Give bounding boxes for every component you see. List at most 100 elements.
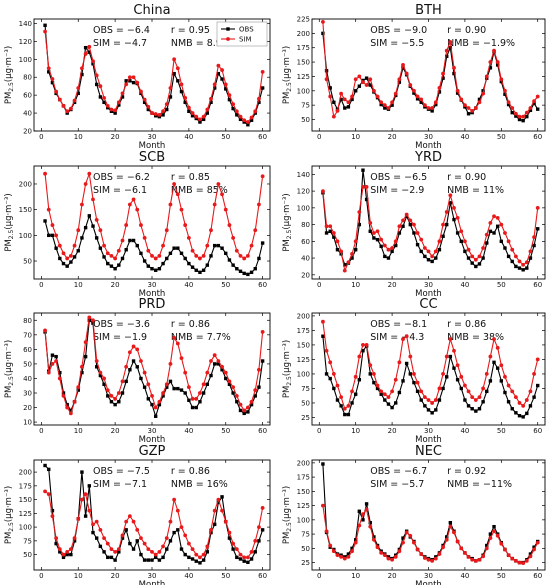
series-sim-point bbox=[441, 545, 445, 550]
y-tick-label: 40 bbox=[301, 255, 310, 263]
series-obs-point bbox=[383, 106, 387, 110]
series-obs-point bbox=[80, 470, 84, 474]
series-sim-point bbox=[72, 243, 77, 248]
series-obs-point bbox=[383, 254, 387, 259]
stat-nmb: NMB = 8.9% bbox=[171, 38, 231, 49]
series-sim-point bbox=[131, 519, 136, 524]
series-sim-point bbox=[430, 558, 435, 563]
series-sim-point bbox=[422, 556, 427, 560]
y-axis-label: PM2.5(μg·m⁻³) bbox=[282, 193, 293, 251]
series-obs-point bbox=[353, 89, 358, 93]
series-obs-point bbox=[492, 231, 496, 235]
series-sim-point bbox=[492, 48, 496, 53]
series-sim-point bbox=[205, 544, 210, 549]
series-obs-point bbox=[517, 117, 522, 122]
series-sim-point bbox=[72, 536, 77, 540]
series-obs-point bbox=[466, 112, 471, 116]
stat-sim: SIM = −5.5 bbox=[370, 38, 424, 49]
series-obs-point bbox=[150, 267, 154, 271]
series-obs-point bbox=[452, 71, 456, 76]
series-sim-point bbox=[142, 541, 147, 546]
series-obs-point bbox=[437, 398, 442, 402]
x-tick-label: 50 bbox=[497, 427, 506, 435]
series-sim-point bbox=[135, 527, 140, 532]
x-tick-label: 10 bbox=[351, 133, 360, 141]
series-sim-point bbox=[183, 370, 188, 375]
stat-sim: SIM = −5.7 bbox=[370, 479, 424, 490]
series-sim-point bbox=[223, 82, 228, 87]
series-obs-point bbox=[227, 382, 232, 386]
series-sim-point bbox=[324, 224, 329, 229]
series-sim-point bbox=[452, 348, 456, 353]
series-obs-point bbox=[492, 524, 496, 529]
series-sim-point bbox=[150, 549, 154, 554]
stat-r: r = 0.90 bbox=[447, 25, 486, 36]
series-obs-point bbox=[525, 266, 529, 270]
series-obs-point bbox=[430, 259, 434, 264]
series-sim-point bbox=[198, 256, 202, 261]
series-obs-point bbox=[339, 404, 343, 408]
series-obs-point bbox=[343, 106, 347, 110]
series-sim-point bbox=[260, 69, 265, 74]
series-obs-point bbox=[528, 404, 533, 408]
series-obs-point bbox=[216, 71, 221, 76]
series-sim-point bbox=[161, 544, 165, 549]
series-sim-point bbox=[444, 48, 449, 53]
series-sim-point bbox=[535, 205, 540, 210]
y-axis-label-main: PM bbox=[4, 92, 14, 104]
series-sim-point bbox=[186, 385, 191, 390]
series-sim-point bbox=[404, 71, 409, 76]
series-obs-point bbox=[176, 246, 180, 250]
series-sim-point bbox=[175, 192, 180, 197]
series-sim-point bbox=[342, 268, 347, 273]
series-obs-point bbox=[72, 539, 77, 543]
series-obs-point bbox=[346, 412, 351, 417]
series-obs-point bbox=[434, 256, 438, 260]
series-sim-point bbox=[375, 229, 380, 234]
series-sim-point bbox=[473, 257, 478, 262]
series-obs-line bbox=[322, 336, 539, 418]
series-sim-point bbox=[459, 229, 464, 234]
series-obs bbox=[321, 334, 540, 419]
series-obs-point bbox=[106, 261, 110, 266]
series-obs-point bbox=[190, 265, 195, 269]
series-obs-point bbox=[353, 248, 358, 252]
series-obs-point bbox=[72, 255, 77, 259]
y-axis-label-sub: 2.5 bbox=[286, 376, 293, 386]
series-sim-point bbox=[253, 109, 258, 114]
series-sim-point bbox=[113, 396, 118, 401]
series-obs-point bbox=[76, 91, 80, 96]
series-obs-point bbox=[168, 95, 173, 99]
series-obs-point bbox=[176, 386, 180, 391]
series-sim-point bbox=[190, 396, 195, 401]
series-obs-point bbox=[102, 100, 106, 105]
series-obs-point bbox=[521, 118, 525, 123]
series-obs-point bbox=[47, 70, 51, 74]
series-sim-point bbox=[444, 354, 449, 359]
x-tick-label: 20 bbox=[388, 572, 397, 580]
series-sim-point bbox=[57, 97, 62, 102]
series-sim-point bbox=[175, 508, 180, 513]
series-sim-point bbox=[105, 104, 110, 108]
x-tick-label: 30 bbox=[148, 427, 157, 435]
series-sim-point bbox=[499, 222, 504, 227]
series-sim-point bbox=[459, 546, 464, 551]
series-sim bbox=[43, 171, 265, 261]
series-sim-point bbox=[513, 111, 518, 116]
series-sim-point bbox=[441, 222, 445, 227]
series-obs-point bbox=[503, 390, 507, 395]
series-sim-point bbox=[231, 385, 236, 390]
series-obs-point bbox=[386, 402, 391, 406]
panel-title: CC bbox=[419, 297, 437, 312]
series-sim-point bbox=[339, 395, 344, 400]
y-tick-label: 80 bbox=[23, 317, 32, 325]
series-obs-point bbox=[146, 107, 151, 112]
y-axis-label-main: PM bbox=[282, 386, 292, 398]
series-obs-point bbox=[397, 231, 402, 235]
series-sim-point bbox=[488, 536, 493, 540]
series-sim-point bbox=[164, 382, 169, 387]
series-obs-point bbox=[499, 79, 504, 84]
series-obs-point bbox=[153, 555, 158, 560]
series-sim-point bbox=[186, 236, 191, 240]
